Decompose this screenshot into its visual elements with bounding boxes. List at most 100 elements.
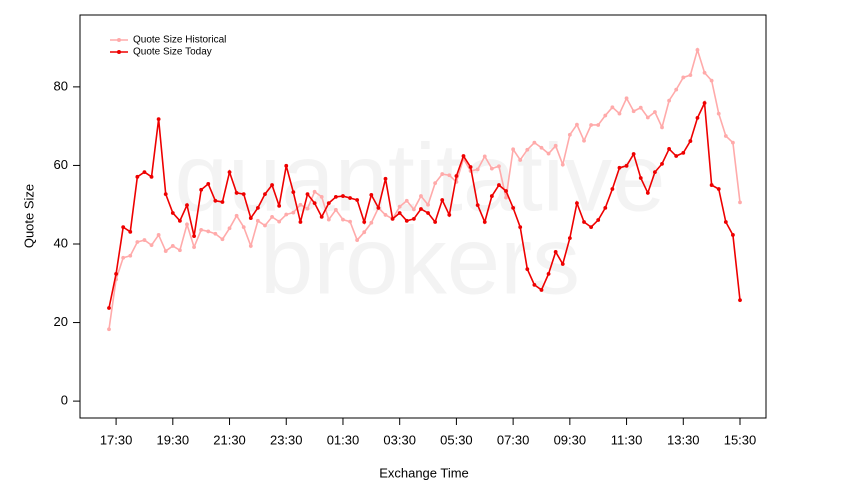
data-point	[341, 217, 345, 222]
data-point	[624, 163, 629, 168]
data-point	[709, 78, 714, 83]
x-tick-label: 21:30	[213, 432, 246, 447]
x-tick-label: 03:30	[383, 432, 416, 447]
data-point	[241, 192, 246, 197]
data-point	[596, 218, 601, 222]
data-point	[362, 230, 367, 235]
data-point	[653, 110, 657, 114]
data-point	[128, 229, 133, 234]
data-point	[192, 245, 196, 250]
legend-marker	[117, 50, 121, 54]
data-point	[312, 189, 317, 194]
data-point	[426, 211, 430, 215]
data-point	[213, 198, 218, 203]
data-point	[653, 170, 657, 175]
data-point	[319, 214, 324, 219]
data-point	[695, 48, 700, 52]
data-point	[589, 225, 594, 230]
data-point	[674, 154, 679, 158]
data-point	[433, 220, 438, 224]
y-tick-label: 60	[54, 157, 68, 172]
x-tick-label: 23:30	[270, 432, 303, 447]
data-point	[270, 214, 274, 219]
data-point	[610, 105, 615, 110]
data-point	[433, 181, 438, 186]
data-point	[397, 211, 402, 215]
data-point	[582, 138, 586, 143]
data-point	[575, 201, 579, 206]
data-point	[426, 202, 430, 207]
data-point	[206, 181, 211, 186]
data-point	[185, 222, 189, 227]
x-tick-label: 07:30	[497, 432, 530, 447]
data-point	[248, 244, 253, 248]
data-point	[660, 125, 664, 130]
data-point	[553, 249, 558, 254]
data-point	[277, 203, 282, 208]
data-point	[482, 154, 487, 159]
data-point	[333, 207, 338, 212]
x-tick-label: 05:30	[440, 432, 473, 447]
data-point	[489, 194, 494, 198]
data-point	[348, 219, 352, 224]
data-point	[638, 176, 643, 180]
data-point	[482, 220, 487, 224]
data-point	[475, 167, 480, 172]
data-point	[461, 154, 466, 158]
y-tick-label: 0	[61, 393, 68, 408]
data-point	[419, 194, 423, 198]
data-point	[419, 207, 423, 211]
data-point	[284, 212, 289, 217]
data-point	[298, 220, 303, 224]
data-point	[199, 227, 204, 232]
data-point	[525, 147, 530, 152]
data-point	[312, 201, 317, 206]
data-point	[291, 190, 296, 195]
x-tick-label: 13:30	[667, 432, 700, 447]
data-point	[404, 218, 409, 223]
data-point	[128, 253, 133, 258]
data-point	[177, 248, 182, 253]
x-tick-label: 19:30	[157, 432, 190, 447]
data-point	[163, 249, 168, 253]
data-point	[539, 288, 544, 292]
data-point	[489, 166, 494, 171]
data-point	[738, 298, 742, 303]
data-point	[220, 200, 225, 204]
data-point	[362, 220, 367, 224]
data-point	[170, 244, 175, 248]
data-point	[539, 145, 544, 150]
data-point	[142, 238, 147, 242]
data-point	[440, 172, 445, 176]
data-point	[241, 225, 246, 230]
data-point	[149, 243, 154, 248]
data-point	[617, 165, 622, 170]
data-point	[206, 229, 211, 234]
data-point	[185, 203, 189, 208]
data-point	[234, 213, 239, 218]
data-point	[121, 255, 126, 260]
x-tick-label: 17:30	[100, 432, 133, 447]
x-tick-label: 09:30	[554, 432, 587, 447]
y-axis-label: Quote Size	[21, 184, 36, 248]
data-point	[674, 87, 679, 92]
data-point	[355, 238, 360, 242]
data-point	[723, 220, 728, 224]
data-point	[135, 240, 140, 244]
data-point	[135, 174, 140, 179]
data-point	[333, 194, 338, 199]
data-point	[631, 152, 636, 156]
data-point	[291, 210, 296, 215]
data-point	[631, 109, 636, 114]
data-point	[716, 111, 721, 116]
data-point	[411, 207, 416, 212]
watermark: brokers	[260, 207, 580, 314]
data-point	[688, 139, 693, 143]
data-point	[227, 170, 232, 175]
data-point	[248, 216, 253, 220]
data-point	[688, 73, 693, 77]
data-point	[681, 150, 686, 155]
data-point	[645, 115, 650, 120]
data-point	[667, 147, 672, 151]
